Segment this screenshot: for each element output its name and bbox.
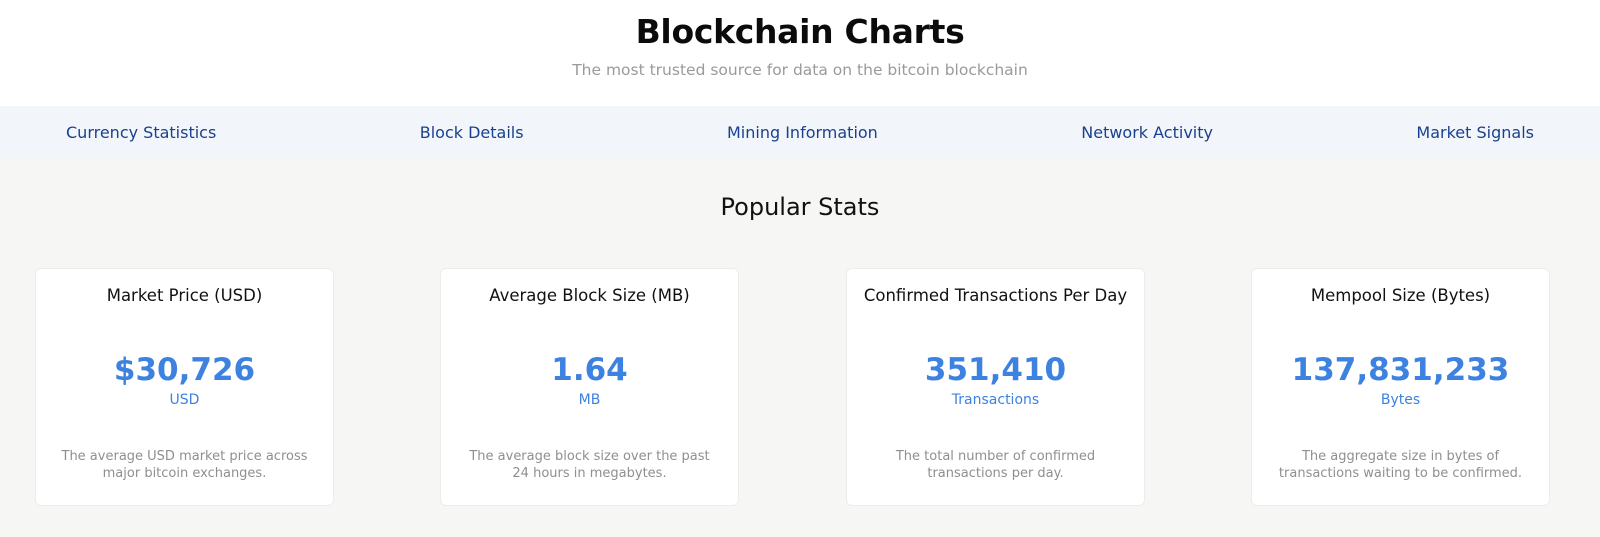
stat-card-description: The average USD market price across majo… <box>61 449 308 481</box>
nav-link-market-signals[interactable]: Market Signals <box>1416 122 1534 142</box>
popular-stats-heading: Popular Stats <box>720 193 880 221</box>
stat-card-unit: Transactions <box>951 392 1040 408</box>
nav-link-mining-information[interactable]: Mining Information <box>726 122 878 142</box>
stat-cards: Market Price (USD) $30,726 USD The avera… <box>0 268 1600 508</box>
stat-card-value: 351,410 <box>924 352 1067 388</box>
stat-card-title: Market Price (USD) <box>106 286 263 305</box>
stat-card-mempool-size[interactable]: Mempool Size (Bytes) 137,831,233 Bytes T… <box>1251 268 1550 506</box>
nav-link-block-details[interactable]: Block Details <box>419 122 524 142</box>
stat-card-title: Mempool Size (Bytes) <box>1310 286 1491 305</box>
stat-card-description: The aggregate size in bytes of transacti… <box>1278 449 1523 481</box>
stat-card-title: Confirmed Transactions Per Day <box>863 286 1128 305</box>
stat-card-value: 137,831,233 <box>1291 352 1510 388</box>
stat-card-unit: USD <box>169 392 200 408</box>
stat-card-value: 1.64 <box>551 352 628 388</box>
stat-card-average-block-size[interactable]: Average Block Size (MB) 1.64 MB The aver… <box>440 268 739 506</box>
page-subtitle: The most trusted source for data on the … <box>572 61 1028 79</box>
stat-card-value: $30,726 <box>113 352 256 388</box>
nav-link-currency-statistics[interactable]: Currency Statistics <box>66 122 217 142</box>
page-header: Blockchain Charts The most trusted sourc… <box>0 0 1600 106</box>
nav-link-network-activity[interactable]: Network Activity <box>1081 122 1213 142</box>
stat-card-unit: MB <box>578 392 601 408</box>
stat-card-title: Average Block Size (MB) <box>489 286 690 305</box>
category-nav: Currency Statistics Block Details Mining… <box>0 106 1600 158</box>
stat-card-unit: Bytes <box>1380 392 1421 408</box>
stat-card-description: The total number of confirmed transactio… <box>895 449 1096 481</box>
stat-card-description: The average block size over the past 24 … <box>469 449 710 481</box>
page-title: Blockchain Charts <box>635 12 965 51</box>
stat-card-confirmed-transactions[interactable]: Confirmed Transactions Per Day 351,410 T… <box>846 268 1145 506</box>
stat-card-market-price[interactable]: Market Price (USD) $30,726 USD The avera… <box>35 268 334 506</box>
